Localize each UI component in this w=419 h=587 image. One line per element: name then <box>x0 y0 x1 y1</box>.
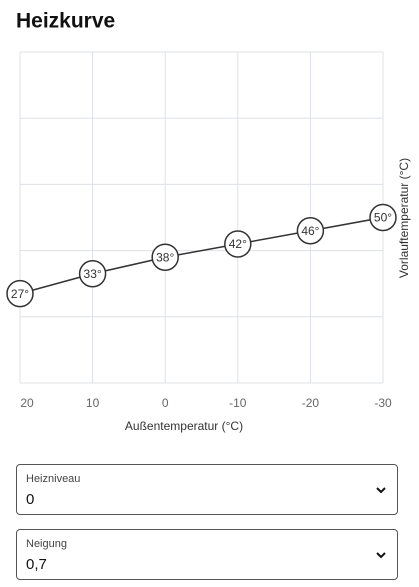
dropdown-label: Heizniveau <box>26 473 81 485</box>
x-tick-label: -20 <box>302 396 320 410</box>
x-tick-label: 0 <box>162 396 169 410</box>
dropdown[interactable]: Neigung 0,7 <box>16 529 398 580</box>
point <box>224 230 252 258</box>
x-tick-label: -10 <box>229 396 247 410</box>
dropdown-label: Neigung <box>26 538 67 550</box>
point <box>369 203 397 232</box>
chevron <box>376 487 386 494</box>
x-tick-label: 10 <box>86 396 100 410</box>
x-tick-label: -30 <box>374 396 392 410</box>
line <box>19 216 384 295</box>
point <box>78 260 107 288</box>
point <box>6 279 34 308</box>
x-axis-label: Außentemperatur (°C) <box>125 419 243 433</box>
value-label: 50° <box>374 211 392 225</box>
value-label: 38° <box>156 250 174 264</box>
y-axis-label: Vorlauftemperatur (°C) <box>397 158 411 278</box>
value-label: 42° <box>229 237 247 251</box>
dropdown-value: 0,7 <box>26 556 47 573</box>
chart: Heizkurve Außentemperatur (°C) Vorlaufte… <box>6 10 411 433</box>
point <box>296 216 325 245</box>
chart-title: Heizkurve <box>16 10 115 33</box>
chevron <box>376 552 386 559</box>
x-tick-label: 20 <box>20 396 34 410</box>
dropdown-value: 0 <box>26 491 35 508</box>
value-label: 33° <box>84 267 102 281</box>
value-label: 46° <box>301 224 319 238</box>
point <box>151 243 179 271</box>
dropdown[interactable]: Heizniveau 0 <box>16 464 398 515</box>
value-label: 27° <box>11 287 29 301</box>
